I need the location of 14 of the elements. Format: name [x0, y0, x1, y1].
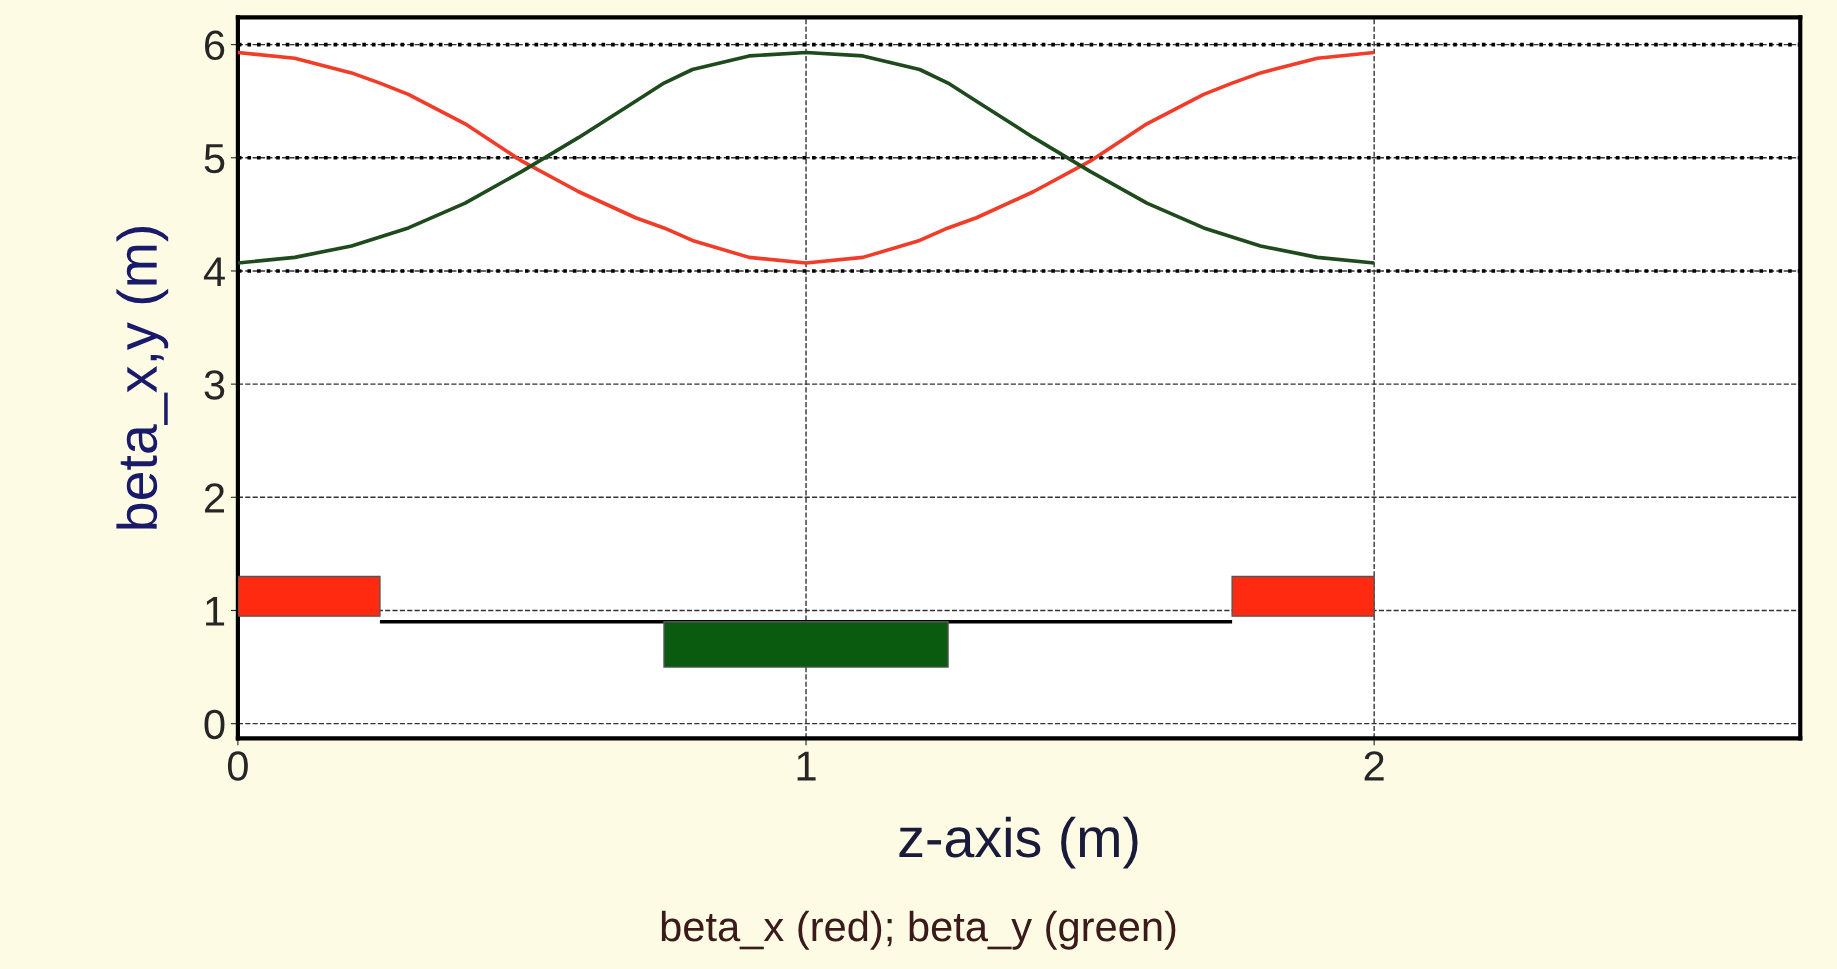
y-tick-label: 4	[203, 257, 225, 287]
y-tick-label: 0	[204, 709, 225, 740]
line-series	[237, 50, 1376, 265]
y-tick-label: 2	[205, 483, 224, 513]
y-tick-label: 6	[205, 30, 225, 61]
x-tick-label: 2	[1364, 751, 1384, 781]
y-axis-title: beta_x,y (m)	[116, 226, 169, 529]
x-tick-label: 1	[797, 751, 816, 781]
text: beta_x (red); beta_y (green)	[661, 910, 1176, 950]
y-tick-label: 5	[204, 144, 225, 174]
x-tick-label: 0	[227, 751, 248, 781]
x-axis-title: z-axis (m)	[899, 816, 1138, 869]
y-tick-label: 1	[206, 596, 225, 626]
y-tick-label: 3	[204, 370, 225, 400]
